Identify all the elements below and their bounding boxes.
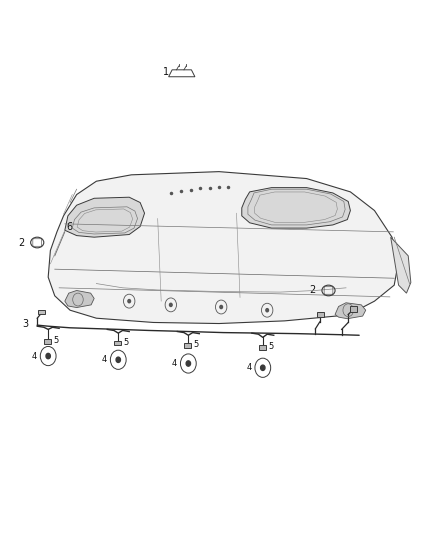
Bar xyxy=(317,312,324,317)
Polygon shape xyxy=(65,197,145,237)
Text: 4: 4 xyxy=(102,356,107,364)
Circle shape xyxy=(170,303,172,306)
Circle shape xyxy=(186,361,191,366)
Text: 1: 1 xyxy=(162,67,169,77)
Bar xyxy=(114,341,121,345)
Circle shape xyxy=(266,309,268,312)
Text: 4: 4 xyxy=(172,359,177,368)
Circle shape xyxy=(261,365,265,370)
Polygon shape xyxy=(242,188,350,228)
Bar xyxy=(44,339,51,344)
Polygon shape xyxy=(48,172,399,324)
Bar xyxy=(259,345,266,350)
Text: 6: 6 xyxy=(66,222,72,231)
Circle shape xyxy=(128,300,131,303)
Circle shape xyxy=(116,357,120,362)
Text: 3: 3 xyxy=(22,319,28,329)
Polygon shape xyxy=(391,237,411,293)
Text: 5: 5 xyxy=(124,338,129,346)
Bar xyxy=(38,310,45,314)
Text: 4: 4 xyxy=(246,364,251,372)
Text: 5: 5 xyxy=(194,341,199,349)
Circle shape xyxy=(220,305,223,309)
Bar xyxy=(350,306,357,312)
Text: 2: 2 xyxy=(309,286,315,295)
Circle shape xyxy=(46,353,50,359)
Bar xyxy=(184,343,191,348)
Text: 2: 2 xyxy=(18,238,24,247)
Text: 5: 5 xyxy=(268,343,273,351)
Text: 5: 5 xyxy=(53,336,59,345)
Polygon shape xyxy=(335,303,366,319)
Text: 4: 4 xyxy=(32,352,37,360)
Polygon shape xyxy=(65,290,94,308)
